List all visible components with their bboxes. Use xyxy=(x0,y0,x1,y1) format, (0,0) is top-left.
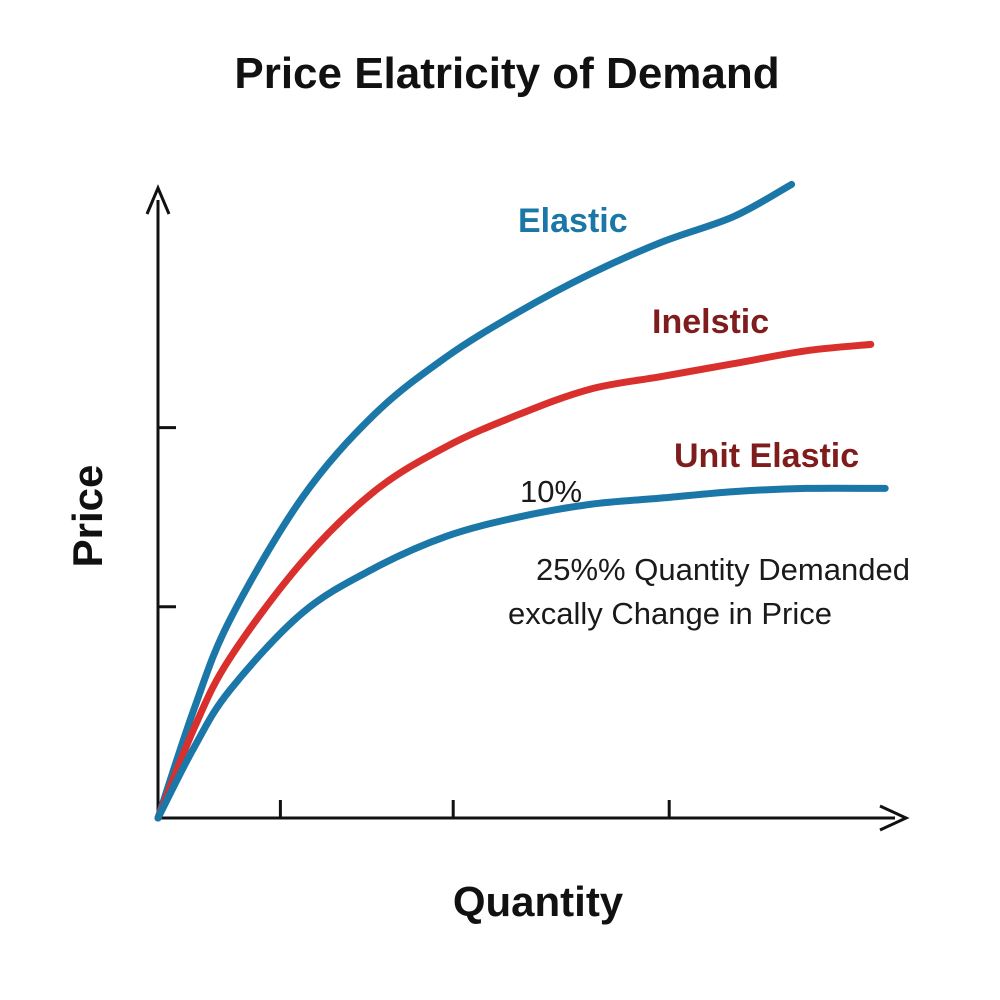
axes xyxy=(145,184,910,832)
curves xyxy=(154,180,889,822)
series-line-unit-elastic xyxy=(154,484,889,822)
series-label-elastic: Elastic xyxy=(518,202,628,240)
series-line-inelstic xyxy=(154,340,875,822)
ticks xyxy=(158,426,671,818)
y-axis-label: Price xyxy=(64,465,111,568)
annotation-change-in-price: excally Change in Price xyxy=(508,596,832,631)
series-label-inelastic: Inelstic xyxy=(652,303,769,341)
annotation-10-percent: 10% xyxy=(520,474,582,509)
x-axis-label: Quantity xyxy=(453,878,624,925)
chart-title: Price Elatricity of Demand xyxy=(234,49,779,98)
y-axis-arrow xyxy=(145,184,171,215)
x-axis-arrow xyxy=(879,804,910,832)
annotation-quantity-demanded: 25%% Quantity Demanded xyxy=(536,552,910,587)
series-line-elastic xyxy=(154,180,796,822)
series-label-unit-elastic: Unit Elastic xyxy=(674,437,859,475)
